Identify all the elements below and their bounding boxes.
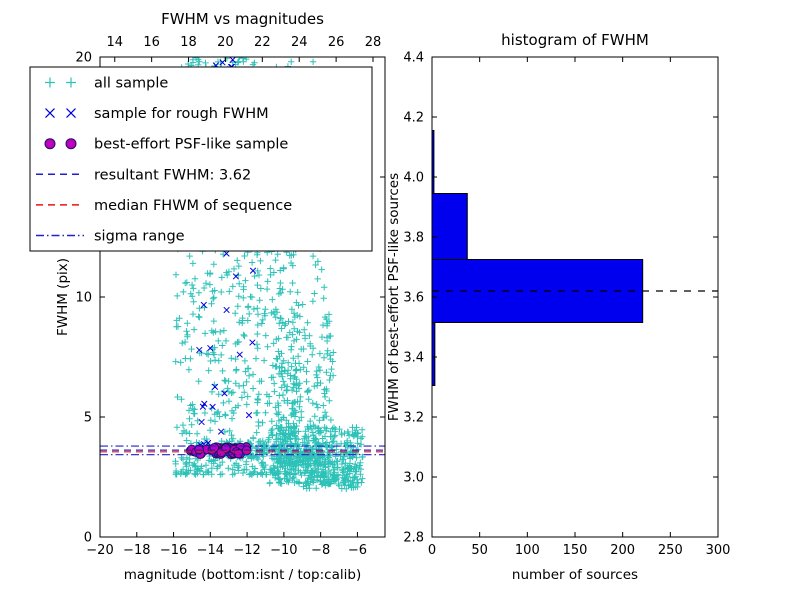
left-xlabel: magnitude (bottom:isnt / top:calib) <box>124 567 361 583</box>
x-tick-label: −14 <box>197 543 224 558</box>
legend-label: resultant FWHM: 3.62 <box>94 167 251 183</box>
y-tick-label: 20 <box>75 51 92 66</box>
y-tick-label: 5 <box>84 411 92 426</box>
hist-bar <box>431 193 468 260</box>
y-tick-label: 4.2 <box>403 111 424 126</box>
x-tick-label: −12 <box>233 543 260 558</box>
y-tick-label: 4.0 <box>403 171 424 186</box>
top-x-tick-label: 24 <box>291 35 308 50</box>
x-tick-label: −20 <box>86 543 113 558</box>
x-tick-label: −18 <box>123 543 150 558</box>
top-x-tick-label: 22 <box>254 35 271 50</box>
top-x-tick-label: 16 <box>143 35 160 50</box>
legend-label: all sample <box>94 76 168 92</box>
y-tick-label: 3.8 <box>403 231 424 246</box>
y-tick-label: 2.8 <box>403 531 424 546</box>
legend-circle-marker <box>65 138 77 150</box>
left-ylabel: FWHM (pix) <box>55 258 71 336</box>
x-tick-label: 100 <box>515 543 540 558</box>
hist-bar <box>431 259 644 323</box>
top-x-tick-label: 26 <box>328 35 345 50</box>
right-xlabel: number of sources <box>512 567 638 583</box>
y-tick-label: 3.0 <box>403 471 424 486</box>
x-tick-label: −10 <box>270 543 297 558</box>
legend-label: sample for rough FWHM <box>94 106 269 122</box>
legend-label: median FHWM of sequence <box>94 198 292 214</box>
legend-box <box>29 66 373 252</box>
psf-point <box>209 443 220 453</box>
y-tick-label: 3.4 <box>403 351 424 366</box>
legend-plus-marker <box>66 77 76 88</box>
x-tick-label: 300 <box>706 543 731 558</box>
legend-label: sigma range <box>94 229 185 245</box>
top-x-tick-label: 28 <box>365 35 382 50</box>
x-tick-label: 250 <box>658 543 683 558</box>
right-ylabel: FWHM of best-effort PSF-like sources <box>386 173 402 421</box>
y-tick-label: 0 <box>84 531 92 546</box>
y-tick-label: 3.2 <box>403 411 424 426</box>
y-tick-label: 3.6 <box>403 291 424 306</box>
x-tick-label: −6 <box>348 543 367 558</box>
x-tick-label: 150 <box>563 543 588 558</box>
x-tick-label: −16 <box>160 543 187 558</box>
x-tick-label: 0 <box>428 543 436 558</box>
x-tick-label: 200 <box>610 543 635 558</box>
top-x-tick-label: 18 <box>180 35 197 50</box>
x-tick-label: −8 <box>311 543 330 558</box>
left-chart-title: FWHM vs magnitudes <box>161 10 324 28</box>
legend-x-marker <box>45 108 55 119</box>
legend: all sample sample for rough FWHM best-effo… <box>29 66 373 252</box>
top-x-tick-label: 14 <box>106 35 123 50</box>
right-chart-title: histogram of FWHM <box>501 31 649 49</box>
legend-label: best-effort PSF-like sample <box>94 137 288 153</box>
legend-x-marker <box>66 108 76 119</box>
legend-circle-marker <box>44 138 56 150</box>
x-tick-label: 50 <box>471 543 488 558</box>
top-x-tick-label: 20 <box>217 35 234 50</box>
legend-plus-marker <box>45 77 55 88</box>
y-tick-label: 4.4 <box>403 51 424 66</box>
y-tick-label: 10 <box>75 291 92 306</box>
